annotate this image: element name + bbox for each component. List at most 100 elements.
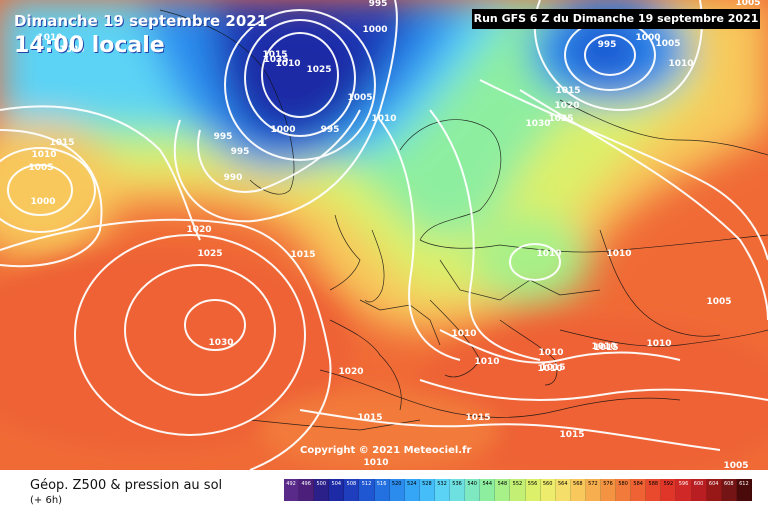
color-swatch-label: 556 bbox=[527, 481, 538, 487]
color-swatch: 512 bbox=[359, 479, 375, 501]
isobar-pressure-label: 1020 bbox=[554, 101, 579, 111]
forecast-date: Dimanche 19 septembre 2021 bbox=[14, 12, 268, 30]
isobar-pressure-label: 1000 bbox=[270, 125, 295, 135]
isobar-pressure-label: 1010 bbox=[668, 59, 693, 69]
color-swatch-label: 596 bbox=[678, 481, 689, 487]
color-swatch: 508 bbox=[344, 479, 360, 501]
isobar-pressure-label: 1005 bbox=[706, 297, 731, 307]
color-swatch-label: 560 bbox=[542, 481, 553, 487]
isobar-pressure-label: 1025 bbox=[197, 249, 222, 259]
color-swatch-label: 600 bbox=[693, 481, 704, 487]
legend-subtitle: (+ 6h) bbox=[30, 495, 63, 506]
isobar-pressure-label: 990 bbox=[224, 173, 243, 183]
color-swatch-label: 568 bbox=[573, 481, 583, 487]
color-swatch: 504 bbox=[329, 479, 345, 501]
isobar-pressure-label: 1010 bbox=[536, 249, 561, 259]
color-swatch: 596 bbox=[676, 479, 692, 501]
isobar-pressure-label: 1010 bbox=[591, 342, 616, 352]
color-scale: 492 496 500 504 508 512 516 520 524 528 532 536 540 5… bbox=[284, 479, 752, 501]
color-swatch-label: 584 bbox=[633, 481, 643, 487]
isobar-pressure-label: 1025 bbox=[548, 114, 573, 124]
color-swatch: 576 bbox=[600, 479, 617, 501]
color-swatch-label: 496 bbox=[301, 481, 311, 487]
color-swatch: 580 bbox=[616, 479, 632, 501]
isobar-pressure-label: 1010 bbox=[451, 329, 476, 339]
isobar-pressure-label: 995 bbox=[231, 147, 250, 157]
color-swatch-label: 544 bbox=[482, 481, 493, 487]
color-swatch-label: 504 bbox=[331, 481, 342, 487]
isobar-pressure-label: 1010 bbox=[474, 357, 499, 367]
isobar-pressure-label: 1005 bbox=[655, 39, 680, 49]
isobar-pressure-label: 1010 bbox=[646, 339, 671, 349]
color-swatch-label: 520 bbox=[391, 481, 402, 487]
copyright-text: Copyright © 2021 Meteociel.fr bbox=[300, 445, 472, 456]
isobar-pressure-label: 995 bbox=[321, 125, 340, 135]
isobar-pressure-label: 1000 bbox=[635, 33, 660, 43]
isobar-pressure-label: 1015 bbox=[555, 86, 580, 96]
isobar-pressure-label: 1035 bbox=[263, 55, 288, 65]
color-swatch-label: 528 bbox=[422, 481, 432, 487]
color-swatch: 604 bbox=[706, 479, 722, 501]
isobar-pressure-label: 1020 bbox=[338, 367, 363, 377]
isobar-pressure-label: 995 bbox=[369, 0, 388, 9]
land-borders bbox=[159, 9, 768, 431]
isobar-pressure-label: 1000 bbox=[30, 197, 55, 207]
isobar-pressure-label: 1010 bbox=[37, 33, 62, 43]
isobar-pressure-label: 1010 bbox=[606, 249, 631, 259]
color-swatch: 528 bbox=[419, 479, 435, 501]
color-swatch: 544 bbox=[480, 479, 496, 501]
color-swatch: 552 bbox=[510, 479, 526, 501]
color-swatch: 492 bbox=[284, 479, 300, 501]
color-swatch-label: 512 bbox=[361, 481, 372, 487]
color-swatch: 568 bbox=[570, 479, 586, 501]
color-swatch: 556 bbox=[525, 479, 541, 501]
color-swatch-label: 580 bbox=[618, 481, 628, 487]
color-swatch-label: 548 bbox=[497, 481, 508, 487]
isobar-pressure-label: 1015 bbox=[262, 50, 287, 60]
color-swatch: 516 bbox=[374, 479, 390, 501]
color-swatch: 600 bbox=[691, 479, 707, 501]
isobar-pressure-label: 1010 bbox=[537, 364, 562, 374]
color-swatch-label: 612 bbox=[739, 481, 749, 487]
isobar-pressure-label: 1005 bbox=[735, 0, 760, 8]
color-swatch-label: 492 bbox=[286, 481, 296, 487]
isobar-pressure-label: 1015 bbox=[49, 138, 74, 148]
color-swatch-label: 516 bbox=[376, 481, 387, 487]
isobar-pressure-label: 1005 bbox=[347, 93, 372, 103]
color-swatch: 536 bbox=[450, 479, 466, 501]
color-swatch-label: 608 bbox=[723, 481, 734, 487]
color-swatch-label: 592 bbox=[663, 481, 674, 487]
color-swatch-label: 532 bbox=[437, 481, 447, 487]
geopotential-color-field bbox=[0, 0, 768, 470]
run-info-box: Run GFS 6 Z du Dimanche 19 septembre 202… bbox=[472, 9, 760, 29]
color-swatch: 520 bbox=[389, 479, 405, 501]
color-swatch-label: 552 bbox=[512, 481, 523, 487]
color-swatch: 548 bbox=[495, 479, 511, 501]
color-swatch: 588 bbox=[646, 479, 662, 501]
color-swatch-label: 524 bbox=[407, 481, 417, 487]
isobar-pressure-label: 1015 bbox=[465, 413, 490, 423]
isobar-pressure-label: 1015 bbox=[559, 430, 584, 440]
color-swatch: 612 bbox=[736, 479, 752, 501]
isobar-pressure-label: 1010 bbox=[363, 458, 388, 468]
isobar-pressure-label: 1015 bbox=[593, 343, 618, 353]
isobar-pressure-label: 1010 bbox=[31, 150, 56, 160]
isobar-pressure-label: 1010 bbox=[538, 348, 563, 358]
color-swatch: 564 bbox=[555, 479, 571, 501]
color-swatch: 532 bbox=[434, 479, 451, 501]
color-swatch: 560 bbox=[540, 479, 556, 501]
isobar-pressure-label: 1025 bbox=[306, 65, 331, 75]
color-swatch: 500 bbox=[314, 479, 330, 501]
isobar-pressure-label: 995 bbox=[214, 132, 233, 142]
color-swatch-label: 564 bbox=[557, 481, 568, 487]
isobar-pressure-label: 1015 bbox=[540, 363, 565, 373]
color-swatch-label: 540 bbox=[467, 481, 477, 487]
color-swatch-label: 572 bbox=[588, 481, 598, 487]
color-swatch: 572 bbox=[585, 479, 601, 501]
isobar-pressure-label: 1015 bbox=[290, 250, 315, 260]
color-swatch: 496 bbox=[299, 479, 315, 501]
forecast-time: 14:00 locale bbox=[14, 33, 165, 58]
isobar-pressure-label: 1030 bbox=[525, 119, 550, 129]
